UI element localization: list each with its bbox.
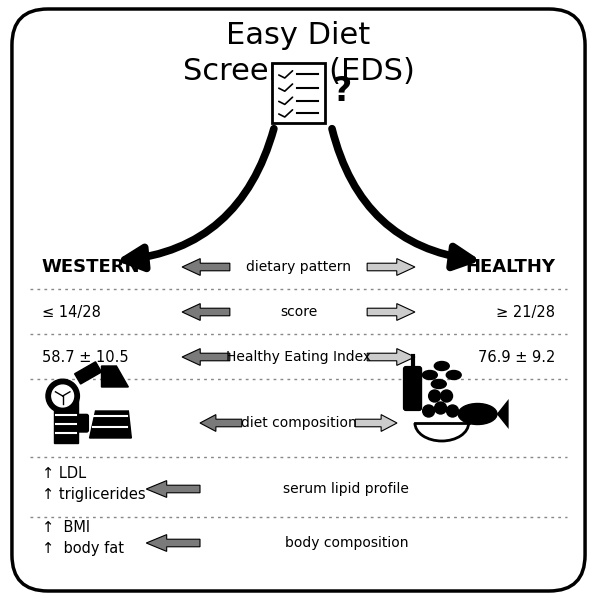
Circle shape <box>447 405 458 417</box>
Text: ↑ LDL: ↑ LDL <box>42 467 86 481</box>
Polygon shape <box>367 349 415 365</box>
Ellipse shape <box>447 370 461 379</box>
Polygon shape <box>182 349 230 365</box>
Text: Healthy Eating Index: Healthy Eating Index <box>226 350 371 364</box>
Text: ?: ? <box>333 75 352 107</box>
Ellipse shape <box>423 370 437 379</box>
Polygon shape <box>182 259 230 275</box>
Text: 76.9 ± 9.2: 76.9 ± 9.2 <box>478 349 555 364</box>
Polygon shape <box>367 259 415 275</box>
Text: dietary pattern: dietary pattern <box>246 260 351 274</box>
Polygon shape <box>146 481 200 497</box>
FancyBboxPatch shape <box>12 9 585 591</box>
Polygon shape <box>355 415 397 431</box>
Text: ↑ triglicerides: ↑ triglicerides <box>42 487 146 503</box>
Text: 58.7 ± 10.5: 58.7 ± 10.5 <box>42 349 128 364</box>
Polygon shape <box>497 399 509 429</box>
Text: ≤ 14/28: ≤ 14/28 <box>42 304 101 319</box>
Text: serum lipid profile: serum lipid profile <box>284 482 409 496</box>
FancyBboxPatch shape <box>76 415 88 432</box>
Text: HEALTHY: HEALTHY <box>465 258 555 276</box>
FancyArrowPatch shape <box>332 128 472 268</box>
Polygon shape <box>90 411 131 438</box>
FancyBboxPatch shape <box>54 401 78 443</box>
FancyBboxPatch shape <box>404 367 421 410</box>
Circle shape <box>429 390 441 402</box>
Polygon shape <box>146 535 200 551</box>
Circle shape <box>52 385 73 407</box>
Circle shape <box>441 390 453 402</box>
FancyBboxPatch shape <box>272 63 325 123</box>
Text: Screener (EDS): Screener (EDS) <box>183 57 414 86</box>
Polygon shape <box>101 366 128 387</box>
Polygon shape <box>367 304 415 320</box>
Text: WESTERN: WESTERN <box>42 258 140 276</box>
Circle shape <box>435 402 447 414</box>
Text: ↑  BMI: ↑ BMI <box>42 520 90 535</box>
Circle shape <box>423 405 435 417</box>
Polygon shape <box>75 362 101 384</box>
Text: Easy Diet: Easy Diet <box>226 21 371 50</box>
Text: body composition: body composition <box>285 536 408 550</box>
Ellipse shape <box>435 361 449 370</box>
Text: ≥ 21/28: ≥ 21/28 <box>496 304 555 319</box>
Ellipse shape <box>432 379 447 389</box>
Polygon shape <box>200 415 242 431</box>
Text: score: score <box>280 305 317 319</box>
Ellipse shape <box>458 403 497 425</box>
Circle shape <box>46 379 79 413</box>
Text: diet composition: diet composition <box>241 416 356 430</box>
Text: ↑  body fat: ↑ body fat <box>42 541 124 557</box>
FancyArrowPatch shape <box>125 128 274 268</box>
Polygon shape <box>182 304 230 320</box>
